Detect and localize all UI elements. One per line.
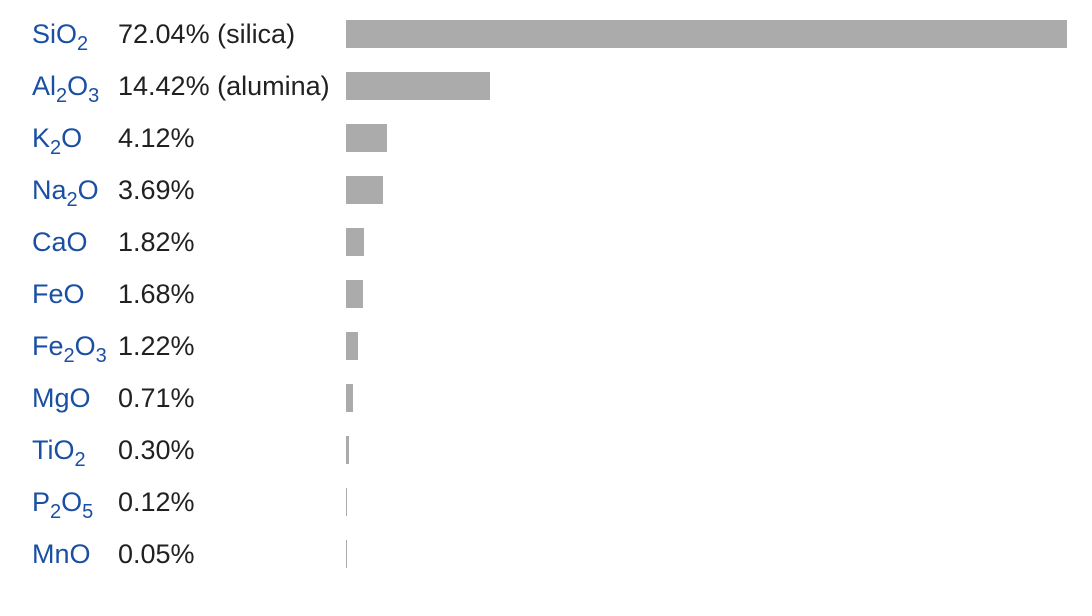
bar-row: FeO 1.68% [0,278,1092,330]
category-label[interactable]: Al2O3 [32,71,100,107]
value-label: 72.04% (silica) [118,19,296,49]
bar [346,488,347,516]
category-label[interactable]: MgO [32,383,91,413]
value-label: 1.68% [118,279,195,309]
bar-row: MgO 0.71% [0,382,1092,434]
value-label: 1.22% [118,331,195,361]
category-label[interactable]: TiO2 [32,435,86,471]
category-label[interactable]: CaO [32,227,88,257]
value-label: 0.12% [118,487,195,517]
category-label[interactable]: Fe2O3 [32,331,107,367]
bar-row: SiO2 72.04% (silica) [0,18,1092,70]
bar [346,72,490,100]
value-label: 0.05% [118,539,195,569]
bar [346,228,364,256]
bar [346,124,387,152]
category-label[interactable]: Na2O [32,175,99,211]
bar [346,332,358,360]
value-label: 0.71% [118,383,195,413]
bar-row: CaO 1.82% [0,226,1092,278]
category-label[interactable]: SiO2 [32,19,89,55]
value-label: 3.69% [118,175,195,205]
category-label[interactable]: K2O [32,123,83,159]
bar [346,384,353,412]
bar [346,20,1067,48]
bar [346,280,363,308]
bar-row: Fe2O3 1.22% [0,330,1092,382]
category-label[interactable]: FeO [32,279,85,309]
value-label: 4.12% [118,123,195,153]
category-label[interactable]: MnO [32,539,91,569]
value-label: 14.42% (alumina) [118,71,330,101]
bar [346,436,349,464]
bar-row: Al2O3 14.42% (alumina) [0,70,1092,122]
bar-row: MnO 0.05% [0,538,1092,590]
bar-row: K2O 4.12% [0,122,1092,174]
value-label: 1.82% [118,227,195,257]
bar [346,176,383,204]
bar-row: TiO2 0.30% [0,434,1092,486]
bar-row: P2O5 0.12% [0,486,1092,538]
category-label[interactable]: P2O5 [32,487,94,523]
bar-row: Na2O 3.69% [0,174,1092,226]
bar [346,540,347,568]
value-label: 0.30% [118,435,195,465]
